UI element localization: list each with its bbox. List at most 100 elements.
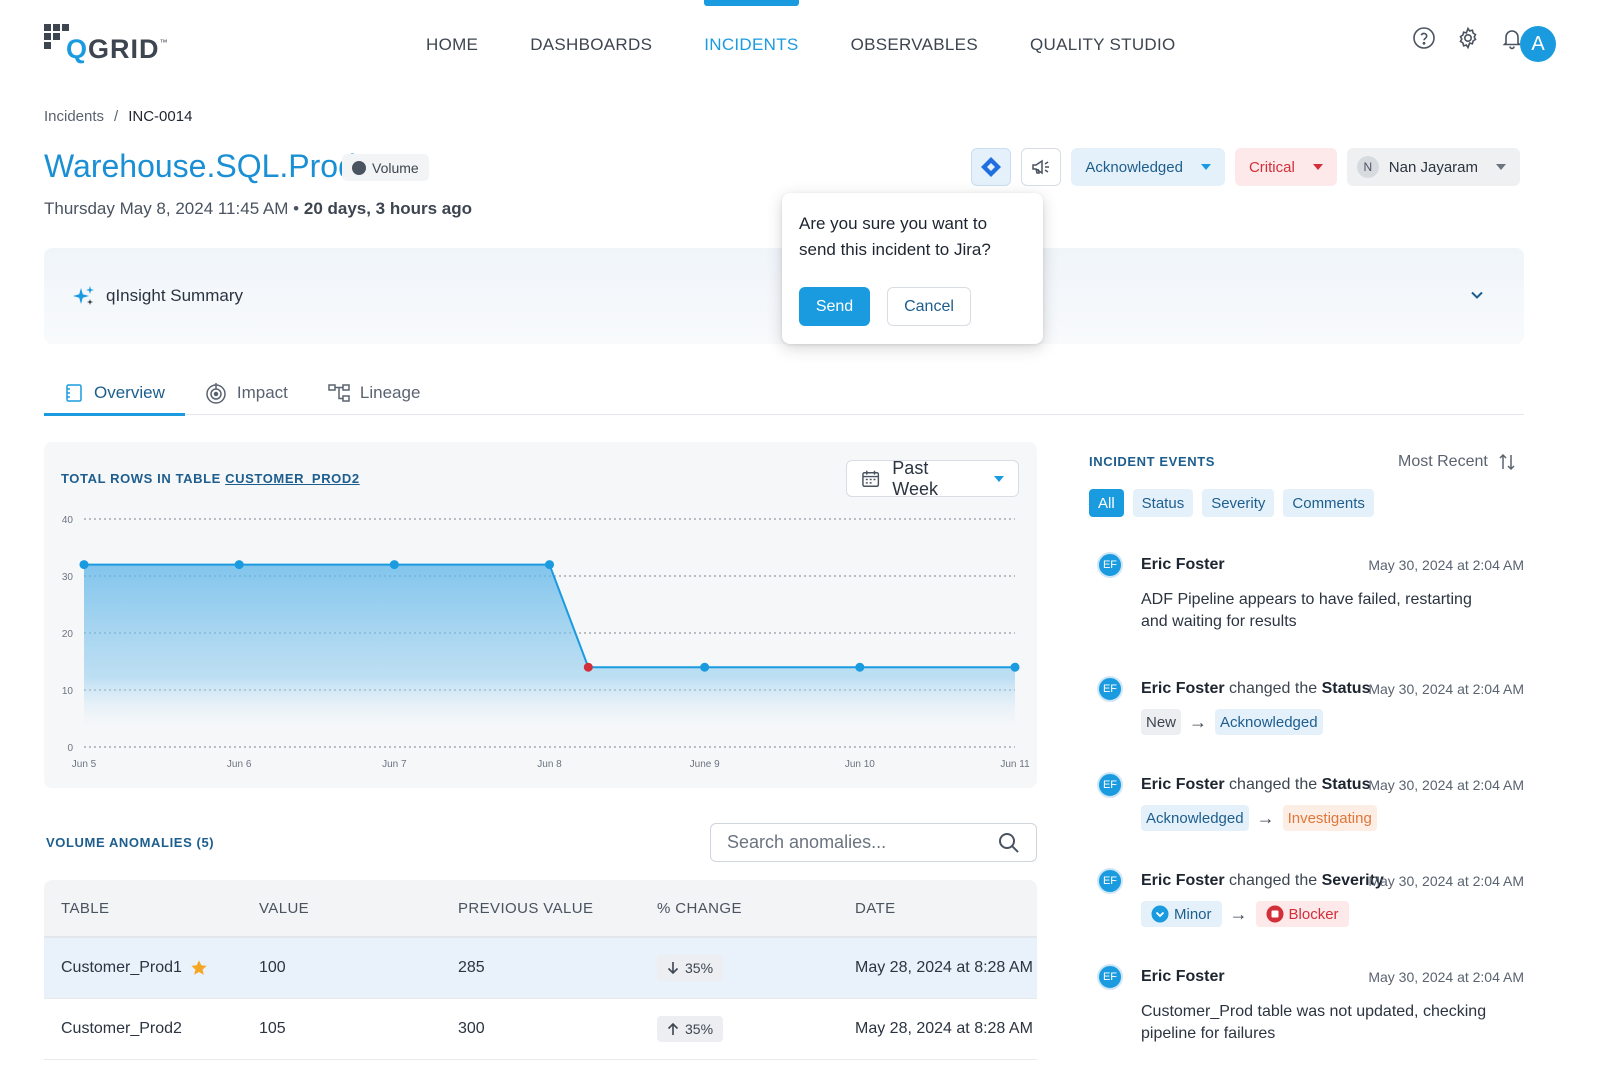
column-header-previous-value[interactable]: PREVIOUS VALUE (458, 899, 594, 917)
table-header: TABLE VALUE PREVIOUS VALUE % CHANGE DATE (44, 880, 1037, 938)
chart-data-point[interactable] (389, 560, 399, 570)
status-to-pill: Investigating (1282, 805, 1377, 831)
filter-severity[interactable]: Severity (1202, 489, 1275, 517)
severity-dropdown[interactable]: Critical (1234, 148, 1337, 186)
cell-table-name: Customer_Prod2 (61, 1020, 182, 1037)
nav-quality-studio[interactable]: QUALITY STUDIO (1029, 35, 1176, 54)
minor-chevron-icon (1151, 905, 1169, 923)
blocker-stop-icon (1266, 905, 1284, 923)
chart-data-point[interactable] (700, 662, 710, 672)
x-tick-label: Jun 10 (845, 759, 875, 770)
event-item: EF Eric Foster May 30, 2024 at 2:04 AM C… (1097, 964, 1524, 1054)
table-row[interactable]: Customer_Prod1 100 285 35% May 28, 2024 … (44, 938, 1037, 999)
column-header-change[interactable]: % CHANGE (657, 899, 742, 917)
status-to-pill: Acknowledged (1215, 709, 1323, 735)
cell-change: 35% (640, 1016, 838, 1042)
x-tick-label: Jun 8 (537, 759, 562, 770)
column-header-date[interactable]: DATE (855, 899, 896, 917)
cell-table: Customer_Prod2 (44, 1020, 243, 1038)
announce-button[interactable] (1021, 148, 1062, 186)
tab-overview[interactable]: Overview (44, 370, 185, 416)
sparkle-icon (73, 286, 94, 305)
event-item: EF Eric Foster changed the Status May 30… (1097, 676, 1524, 746)
time-range-dropdown[interactable]: Past Week (846, 458, 1019, 499)
user-avatar[interactable]: A (1520, 26, 1556, 62)
bell-icon[interactable] (1500, 26, 1524, 50)
event-transition: Acknowledged → Investigating (1141, 805, 1377, 831)
chart-anomaly-point[interactable] (583, 662, 593, 672)
gear-icon[interactable] (1456, 26, 1480, 50)
status-from-pill: Acknowledged (1141, 805, 1249, 831)
breadcrumb-current: INC-0014 (128, 108, 193, 125)
event-item: EF Eric Foster changed the Status May 30… (1097, 772, 1524, 842)
tab-lineage[interactable]: Lineage (308, 370, 441, 415)
change-badge: 35% (657, 1016, 724, 1042)
chart-data-point[interactable] (855, 662, 865, 672)
events-section-title: INCIDENT EVENTS (1089, 454, 1216, 469)
chart-title-table-link[interactable]: CUSTOMER_PROD2 (225, 471, 360, 486)
incident-tabs: Overview Impact Lineage (44, 370, 1524, 416)
chart-data-point[interactable] (1010, 662, 1020, 672)
send-button[interactable]: Send (799, 287, 870, 326)
column-header-table[interactable]: TABLE (61, 899, 110, 917)
arrow-down-icon (667, 962, 679, 975)
send-to-jira-button[interactable] (971, 148, 1012, 186)
severity-from-label: Minor (1174, 905, 1212, 923)
y-tick-label: 30 (62, 572, 74, 583)
event-time: May 30, 2024 at 2:04 AM (1368, 777, 1524, 793)
anomalies-section-title: VOLUME ANOMALIES (5) (46, 835, 215, 850)
event-header: Eric Foster (1141, 556, 1225, 574)
severity-to-pill: Blocker (1255, 901, 1349, 927)
event-avatar: EF (1097, 552, 1123, 578)
chevron-down-icon[interactable] (1468, 286, 1486, 309)
arrow-right-icon: → (1229, 903, 1248, 924)
breadcrumb-separator: / (114, 108, 119, 125)
event-user: Eric Foster (1141, 556, 1225, 573)
incident-type-badge: Volume (342, 154, 429, 181)
megaphone-icon (1032, 159, 1050, 175)
search-icon[interactable] (998, 832, 1020, 854)
x-tick-label: June 9 (690, 759, 720, 770)
cancel-button[interactable]: Cancel (887, 287, 971, 326)
tab-overview-label: Overview (94, 382, 165, 402)
status-dropdown[interactable]: Acknowledged (1071, 148, 1225, 186)
event-field: Status (1321, 776, 1371, 793)
volume-line-chart: 0 10 20 30 40 Jun 5 Jun 6 Jun 7 Jun 8 June 9 Jun … (62, 515, 1030, 770)
event-header: Eric Foster changed the Status (1141, 776, 1370, 794)
breadcrumb-incidents[interactable]: Incidents (44, 108, 105, 125)
help-icon[interactable] (1412, 26, 1436, 50)
x-tick-label: Jun 5 (72, 759, 97, 770)
event-avatar: EF (1097, 676, 1123, 702)
column-header-value[interactable]: VALUE (259, 899, 310, 917)
tab-impact[interactable]: Impact (185, 370, 308, 415)
change-badge: 35% (657, 955, 724, 981)
jira-confirm-message: Are you sure you want to send this incid… (799, 214, 991, 259)
table-row[interactable]: Customer_Prod2 105 300 35% May 28, 2024 … (44, 999, 1037, 1060)
arrow-right-icon: → (1256, 807, 1275, 828)
event-action: changed the (1224, 680, 1322, 697)
incident-age: 20 days, 3 hours ago (303, 199, 473, 218)
change-value: 35% (685, 960, 714, 976)
page-title: Warehouse.SQL.Prod (44, 148, 356, 184)
events-sort-button[interactable]: Most Recent (1398, 452, 1516, 472)
event-comment: Customer_Prod table was not updated, che… (1141, 1003, 1487, 1042)
chart-data-point[interactable] (545, 560, 554, 570)
logo-text: QGRID (66, 34, 160, 64)
filter-all[interactable]: All (1089, 489, 1124, 517)
qgrid-logo[interactable]: QGRID ™ (44, 24, 168, 64)
nav-incidents[interactable]: INCIDENTS (678, 0, 824, 90)
y-tick-label: 10 (62, 686, 74, 697)
incident-type-label: Volume (372, 159, 419, 176)
anomaly-search-input[interactable] (727, 832, 998, 853)
nav-observables[interactable]: OBSERVABLES (850, 35, 978, 54)
chart-data-point[interactable] (79, 560, 89, 570)
star-icon[interactable] (190, 959, 208, 977)
assignee-dropdown[interactable]: N Nan Jayaram (1346, 148, 1520, 186)
chart-data-point[interactable] (234, 560, 244, 570)
filter-comments[interactable]: Comments (1283, 489, 1374, 517)
filter-status[interactable]: Status (1132, 489, 1194, 517)
nav-home[interactable]: HOME (426, 35, 479, 54)
event-time: May 30, 2024 at 2:04 AM (1368, 557, 1524, 573)
event-time: May 30, 2024 at 2:04 AM (1368, 681, 1524, 697)
nav-dashboards[interactable]: DASHBOARDS (530, 35, 653, 54)
